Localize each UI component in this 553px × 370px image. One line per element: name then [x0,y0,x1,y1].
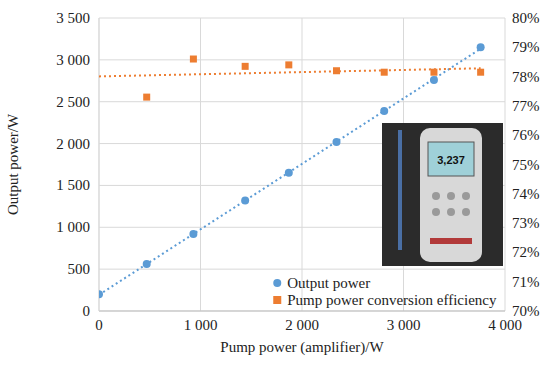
y2-tick-label: 75% [512,157,540,173]
grid [99,18,505,311]
x-tick-label: 0 [95,317,103,333]
inset-button [462,192,470,200]
inset-button [432,208,440,216]
y2-tick-label: 76% [512,127,540,143]
y2-tick-label: 74% [512,186,540,202]
point [381,69,388,76]
point [242,63,249,70]
y-tick-label: 3 000 [56,52,90,68]
grid-line [99,18,100,311]
y-tick-label: 0 [83,303,91,319]
x-axis-title: Pump power (amplifier)/W [220,339,384,356]
inset-meter [420,128,482,262]
legend-marker [273,296,281,304]
inset-photo: 3,237 [382,123,503,266]
x-tick-label: 4 000 [488,317,522,333]
point [333,67,340,74]
grid-line [99,311,505,312]
point [477,43,485,51]
point [285,61,292,68]
legend-marker [273,279,281,287]
x-axis [99,311,505,312]
point [430,76,438,84]
legend: Output powerPump power conversion effici… [273,275,497,308]
chart: 05001 0001 5002 0002 5003 0003 50070%71%… [0,0,553,370]
inset-detail [398,130,402,250]
point [143,94,150,101]
point [380,107,388,115]
inset-button [462,208,470,216]
y2-tick-label: 77% [512,98,540,114]
y-axis-title: Output power/W [5,113,21,215]
y-tick-label: 1 500 [56,177,90,193]
trend-line [99,49,481,295]
point [190,56,197,63]
x-tick-label: 3 000 [387,317,421,333]
point [430,69,437,76]
y-tick-label: 2 500 [56,94,90,110]
grid-line [200,18,201,311]
inset-detail [430,238,472,244]
y2-tick-label: 79% [512,39,540,55]
x-tick-label: 2 000 [285,317,319,333]
point [285,169,293,177]
y-axis [99,18,100,311]
point [143,260,151,268]
point [241,196,249,204]
inset-button [447,192,455,200]
inset-screen [428,142,474,176]
y-tick-label: 1 000 [56,219,90,235]
y2-tick-label: 72% [512,244,540,260]
y-tick-label: 3 500 [56,10,90,26]
x-tick-label: 1 000 [184,317,218,333]
y-tick-label: 500 [68,261,91,277]
y2-tick-label: 78% [512,69,540,85]
y2-tick-label: 73% [512,215,540,231]
inset-background [382,123,503,266]
grid-line [505,18,506,311]
inset-button [432,192,440,200]
legend-label: Output power [287,275,370,291]
trend-line [99,68,481,76]
y-tick-label: 2 000 [56,136,90,152]
point [333,138,341,146]
point [477,69,484,76]
y2-tick-label: 80% [512,10,540,26]
legend-label: Pump power conversion efficiency [287,292,497,308]
inset-button [447,208,455,216]
marks [99,43,485,298]
annotation: 3,237 [437,154,465,166]
y2-tick-label: 71% [512,274,540,290]
point [99,290,103,298]
point [189,230,197,238]
